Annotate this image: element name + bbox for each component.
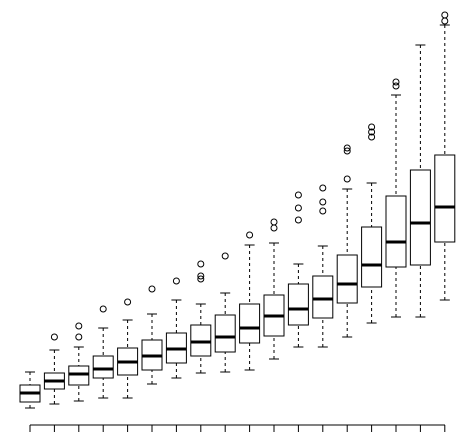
- outlier: [392, 82, 400, 90]
- outlier: [148, 285, 156, 293]
- box: [214, 314, 236, 353]
- box: [287, 283, 309, 326]
- outlier: [50, 333, 58, 341]
- box: [409, 169, 431, 266]
- outlier: [294, 216, 302, 224]
- outlier: [343, 144, 351, 152]
- outlier: [246, 231, 254, 239]
- box: [92, 355, 114, 379]
- outlier: [319, 198, 327, 206]
- outlier: [75, 322, 83, 330]
- outlier: [270, 218, 278, 226]
- box: [312, 275, 334, 319]
- box: [434, 154, 456, 243]
- outlier: [197, 272, 205, 280]
- outlier: [270, 224, 278, 232]
- outlier: [368, 133, 376, 141]
- outlier: [319, 207, 327, 215]
- outlier: [172, 277, 180, 285]
- outlier: [197, 275, 205, 283]
- box: [336, 254, 358, 304]
- outlier: [221, 252, 229, 260]
- outlier: [99, 305, 107, 313]
- outlier: [197, 260, 205, 268]
- outlier: [75, 333, 83, 341]
- outlier: [441, 17, 449, 25]
- outlier: [343, 175, 351, 183]
- outlier: [343, 147, 351, 155]
- outlier: [319, 184, 327, 192]
- box: [361, 226, 383, 288]
- outlier: [294, 191, 302, 199]
- outlier: [368, 128, 376, 136]
- box: [385, 195, 407, 268]
- outlier: [368, 123, 376, 131]
- box: [239, 303, 261, 344]
- outlier: [392, 78, 400, 86]
- outlier: [441, 11, 449, 19]
- outlier: [124, 298, 132, 306]
- outlier: [294, 204, 302, 212]
